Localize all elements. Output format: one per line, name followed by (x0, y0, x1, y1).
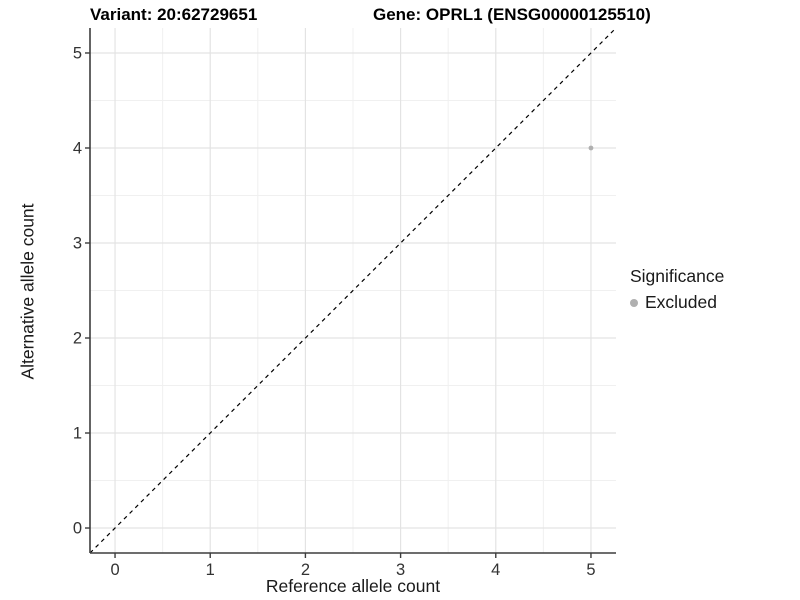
y-axis-label: Alternative allele count (17, 203, 38, 380)
y-tick-label: 4 (73, 139, 82, 157)
variant-title: Variant: 20:62729651 (90, 5, 258, 24)
y-tick-label: 3 (73, 234, 82, 252)
x-tick-label: 4 (491, 561, 500, 579)
x-tick-label: 1 (206, 561, 215, 579)
identity-line (89, 27, 617, 554)
y-tick-label: 1 (73, 425, 82, 443)
gene-title: Gene: OPRL1 (ENSG00000125510) (373, 5, 651, 24)
y-tick-label: 5 (73, 44, 82, 62)
x-tick-label: 0 (110, 561, 119, 579)
x-axis-label: Reference allele count (265, 576, 441, 596)
x-tick-label: 2 (301, 561, 310, 579)
y-tick-label: 2 (73, 330, 82, 348)
x-tick-label: 5 (586, 561, 595, 579)
data-point (588, 145, 594, 151)
legend: Significance Excluded (630, 266, 724, 313)
excluded-point-icon (630, 298, 638, 307)
legend-entry-excluded: Excluded (630, 292, 724, 313)
legend-title: Significance (630, 266, 725, 286)
y-tick-label: 0 (73, 520, 82, 538)
x-tick-label: 3 (396, 561, 405, 579)
legend-entry-label: Excluded (645, 292, 717, 312)
